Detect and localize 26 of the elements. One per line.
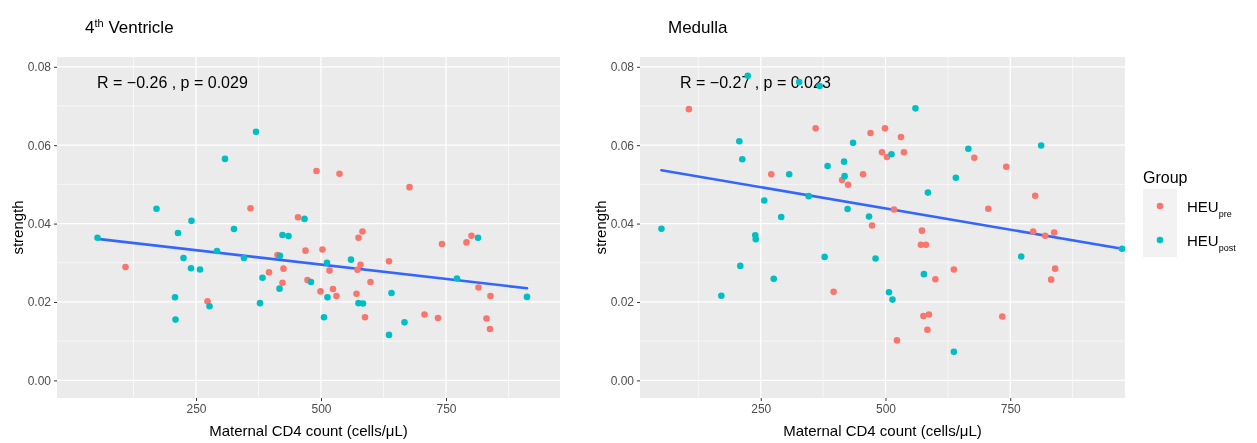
x-tick-label: 500 — [875, 401, 897, 416]
x-axis-title: Maternal CD4 count (cells/μL) — [209, 422, 408, 439]
y-tick-label: 0.04 — [610, 216, 635, 231]
chart-title: 4$^{th}$ Ventricle — [85, 17, 174, 37]
y-tick-label: 0.08 — [27, 60, 52, 75]
annotation: R = −0.26 , p = 0.029 — [97, 74, 248, 91]
y-axis-title: strength — [9, 200, 26, 255]
x-tick-label: 750 — [1000, 401, 1022, 416]
legend-title: Group — [1143, 169, 1188, 186]
y-tick-label: 0.06 — [610, 138, 635, 153]
y-tick-label: 0.08 — [610, 60, 635, 75]
x-tick-label: 500 — [311, 401, 332, 416]
chart-title: Medulla — [668, 18, 729, 37]
y-tick-label: 0.00 — [27, 373, 52, 388]
legend-label: HEU$_{pre}$ — [1187, 198, 1232, 219]
x-tick-label: 750 — [436, 401, 457, 416]
x-axis-title: Maternal CD4 count (cells/μL) — [783, 422, 982, 439]
y-tick-label: 0.00 — [610, 373, 635, 388]
legend-label: HEU$_{post}$ — [1187, 232, 1237, 253]
x-tick-label: 250 — [186, 401, 207, 416]
y-tick-label: 0.06 — [27, 138, 52, 153]
y-tick-label: 0.02 — [610, 295, 635, 310]
y-tick-label: 0.02 — [27, 295, 52, 310]
x-tick-label: 250 — [751, 401, 772, 416]
y-axis-title: strength — [592, 200, 609, 255]
y-tick-label: 0.04 — [27, 216, 52, 231]
